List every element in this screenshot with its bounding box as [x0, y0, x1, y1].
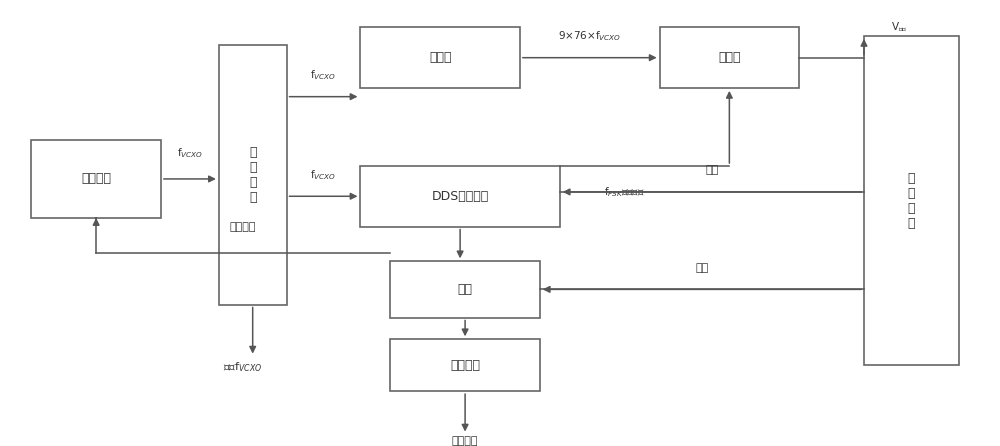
- Bar: [219, 45, 287, 305]
- Text: 压控晶振: 压控晶振: [81, 173, 111, 186]
- Text: 伺服: 伺服: [458, 283, 473, 296]
- Bar: [390, 261, 540, 318]
- Text: f$_{VCXO}$: f$_{VCXO}$: [310, 168, 337, 182]
- Text: f$_{VCXO}$: f$_{VCXO}$: [310, 68, 337, 82]
- Text: DDS频率综合: DDS频率综合: [431, 190, 489, 203]
- Text: 光检: 光检: [705, 165, 719, 175]
- Bar: [360, 166, 560, 227]
- Text: 锁定遥测: 锁定遥测: [450, 359, 480, 372]
- Bar: [31, 140, 161, 218]
- Text: 物
理
部
分: 物 理 部 分: [908, 172, 915, 230]
- Text: f$_{VCXO}$: f$_{VCXO}$: [177, 146, 203, 160]
- Text: 混频器: 混频器: [718, 51, 741, 64]
- Text: V$_{微波}$: V$_{微波}$: [891, 21, 907, 34]
- Bar: [360, 27, 520, 88]
- Text: 压控电压: 压控电压: [230, 222, 256, 231]
- Text: f$_{FSK}$调频信号: f$_{FSK}$调频信号: [604, 185, 645, 199]
- Text: 9×76×f$_{VCXO}$: 9×76×f$_{VCXO}$: [558, 29, 621, 43]
- Bar: [864, 36, 959, 365]
- Text: 倍频器: 倍频器: [429, 51, 451, 64]
- Bar: [390, 339, 540, 391]
- Text: 分
路
隔
放: 分 路 隔 放: [249, 145, 256, 204]
- Text: 光检: 光检: [695, 263, 709, 273]
- Text: 输出f$_{VCXO}$: 输出f$_{VCXO}$: [223, 360, 262, 374]
- Bar: [660, 27, 799, 88]
- Text: 遥测输出: 遥测输出: [452, 436, 478, 446]
